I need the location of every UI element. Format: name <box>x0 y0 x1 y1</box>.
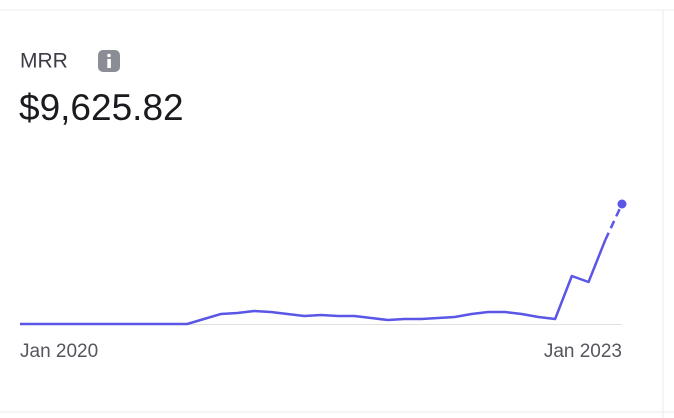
card-value: $9,625.82 <box>19 87 184 128</box>
info-icon-dot <box>107 53 111 58</box>
mrr-line <box>20 239 607 326</box>
mrr-projection <box>604 203 624 241</box>
x-tick-label: Jan 2023 <box>544 341 622 362</box>
mrr-point <box>617 199 627 209</box>
info-icon[interactable] <box>98 50 120 72</box>
x-tick-label: Jan 2020 <box>20 341 98 362</box>
info-icon-bar <box>107 59 111 68</box>
card-title: MRR <box>20 50 68 73</box>
